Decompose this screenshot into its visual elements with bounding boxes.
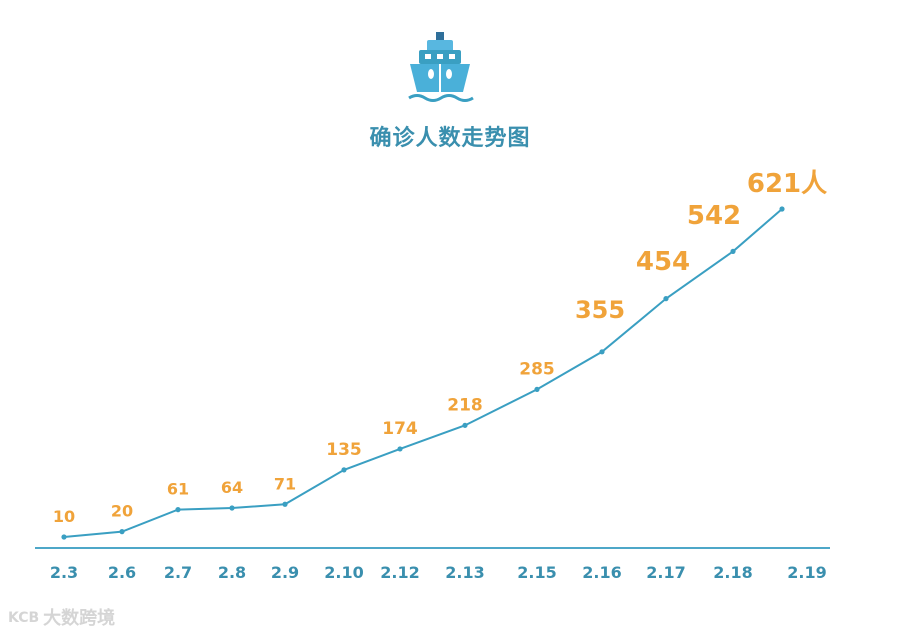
data-label: 285 xyxy=(519,359,555,379)
data-label: 71 xyxy=(274,474,296,493)
data-label: 174 xyxy=(382,419,418,439)
data-label: 218 xyxy=(447,395,483,415)
chart-title: 确诊人数走势图 xyxy=(369,126,531,151)
data-point xyxy=(663,296,669,302)
data-label: 61 xyxy=(167,480,189,499)
data-label: 20 xyxy=(111,502,133,521)
data-point xyxy=(61,534,67,540)
x-tick-label: 2.6 xyxy=(108,563,136,582)
data-point xyxy=(341,467,347,473)
x-tick-label: 2.3 xyxy=(50,563,78,582)
watermark: KCB 大数跨境 xyxy=(8,604,115,630)
data-label: 135 xyxy=(326,440,362,460)
data-point xyxy=(119,529,125,535)
data-point xyxy=(175,507,181,513)
x-tick-label: 2.10 xyxy=(324,563,363,582)
data-point xyxy=(534,386,540,392)
x-tick-label: 2.9 xyxy=(271,563,299,582)
x-tick-label: 2.15 xyxy=(517,563,556,582)
x-tick-label: 2.12 xyxy=(380,563,419,582)
data-point xyxy=(282,501,288,507)
data-label: 542 xyxy=(687,201,741,231)
x-tick-label: 2.8 xyxy=(218,563,246,582)
x-tick-label: 2.18 xyxy=(713,563,752,582)
x-tick-label: 2.17 xyxy=(646,563,685,582)
data-point xyxy=(397,446,403,452)
x-tick-label: 2.19 xyxy=(787,563,826,582)
data-label: 454 xyxy=(636,247,690,277)
data-point xyxy=(599,349,605,355)
data-point xyxy=(730,248,736,255)
data-point xyxy=(229,505,235,511)
data-label: 621人 xyxy=(747,169,827,199)
watermark-logo: KCB xyxy=(8,610,40,626)
data-label: 355 xyxy=(575,296,625,324)
x-tick-label: 2.13 xyxy=(445,563,484,582)
watermark-text: 大数跨境 xyxy=(43,608,116,629)
data-label: 10 xyxy=(53,507,75,526)
x-tick-label: 2.16 xyxy=(582,563,621,582)
data-label: 64 xyxy=(221,478,243,497)
x-tick-label: 2.7 xyxy=(164,563,192,582)
ship-icon xyxy=(408,32,474,102)
data-point xyxy=(779,206,785,212)
data-point xyxy=(462,422,468,428)
